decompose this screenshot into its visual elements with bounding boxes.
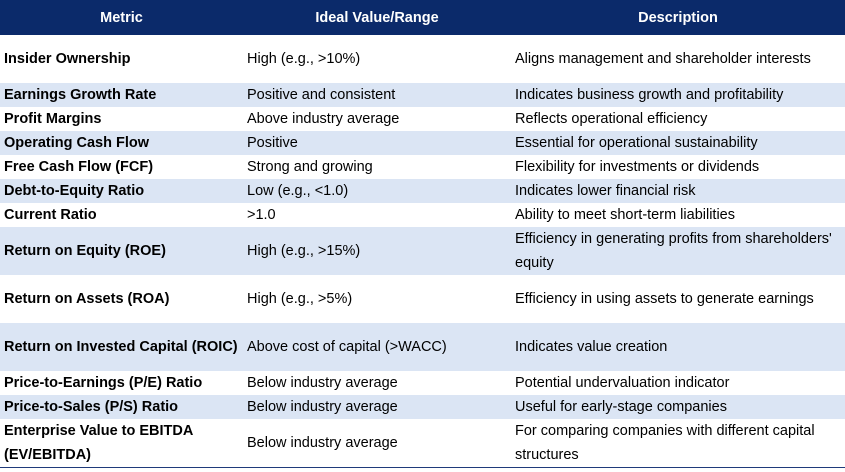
description-cell: Efficiency in generating profits from sh…: [515, 231, 832, 271]
metric-cell: Return on Assets (ROA): [4, 291, 170, 307]
ideal-value-cell: High (e.g., >5%): [247, 291, 353, 307]
ideal-value-cell: High (e.g., >15%): [247, 243, 361, 259]
column-header-ideal-value: Ideal Value/Range: [315, 9, 439, 26]
description-cell: Efficiency in using assets to generate e…: [515, 291, 814, 307]
table-row: Debt-to-Equity Ratio Low (e.g., <1.0) In…: [0, 179, 845, 203]
table-row: Return on Equity (ROE) High (e.g., >15%)…: [0, 227, 845, 275]
table-row: Free Cash Flow (FCF) Strong and growing …: [0, 155, 845, 179]
table-row: Insider Ownership High (e.g., >10%) Alig…: [0, 35, 845, 83]
description-cell: Indicates business growth and profitabil…: [515, 87, 784, 103]
metric-cell: Return on Equity (ROE): [4, 243, 166, 259]
ideal-value-cell: Below industry average: [247, 375, 398, 391]
metric-cell: Price-to-Sales (P/S) Ratio: [4, 399, 179, 415]
description-cell: Useful for early-stage companies: [515, 399, 727, 415]
ideal-value-cell: Low (e.g., <1.0): [247, 183, 349, 199]
table-row: Return on Invested Capital (ROIC) Above …: [0, 323, 845, 371]
ideal-value-cell: Strong and growing: [247, 159, 373, 175]
metric-cell: Debt-to-Equity Ratio: [4, 183, 145, 199]
ideal-value-cell: >1.0: [247, 207, 276, 223]
description-cell: Essential for operational sustainability: [515, 135, 758, 151]
description-cell: Indicates lower financial risk: [515, 183, 696, 199]
column-header-metric: Metric: [100, 9, 143, 26]
ideal-value-cell: High (e.g., >10%): [247, 51, 361, 67]
description-cell: Potential undervaluation indicator: [515, 375, 730, 391]
description-cell: For comparing companies with different c…: [511, 419, 845, 468]
table-row: Price-to-Sales (P/S) Ratio Below industr…: [0, 395, 845, 419]
metric-cell: Current Ratio: [4, 207, 97, 223]
metric-cell: Price-to-Earnings (P/E) Ratio: [4, 375, 203, 391]
description-cell: Flexibility for investments or dividends: [515, 159, 760, 175]
description-cell: Reflects operational efficiency: [515, 111, 708, 127]
table-row: Price-to-Earnings (P/E) Ratio Below indu…: [0, 371, 845, 395]
description-cell: Indicates value creation: [515, 339, 668, 355]
description-cell: Ability to meet short-term liabilities: [515, 207, 735, 223]
ideal-value-cell: Below industry average: [243, 419, 511, 468]
metric-cell: Enterprise Value to EBITDA (EV/EBITDA): [0, 419, 243, 468]
table-row: Earnings Growth Rate Positive and consis…: [0, 83, 845, 107]
table-row: Operating Cash Flow Positive Essential f…: [0, 131, 845, 155]
ideal-value-cell: Below industry average: [247, 399, 398, 415]
metric-cell: Return on Invested Capital (ROIC): [4, 339, 238, 355]
description-cell: Aligns management and shareholder intere…: [515, 51, 811, 67]
table-header-row: Metric Ideal Value/Range Description: [0, 0, 845, 35]
metric-cell: Profit Margins: [4, 111, 102, 127]
ideal-value-cell: Positive and consistent: [247, 87, 396, 103]
table-row: Enterprise Value to EBITDA (EV/EBITDA) B…: [0, 419, 845, 468]
metric-cell: Insider Ownership: [4, 51, 131, 67]
metric-cell: Free Cash Flow (FCF): [4, 159, 154, 175]
table-row: Profit Margins Above industry average Re…: [0, 107, 845, 131]
ideal-value-cell: Positive: [247, 135, 298, 151]
table-row: Return on Assets (ROA) High (e.g., >5%) …: [0, 275, 845, 323]
metric-cell: Operating Cash Flow: [4, 135, 150, 151]
table-row: Current Ratio >1.0 Ability to meet short…: [0, 203, 845, 227]
ideal-value-cell: Above cost of capital (>WACC): [247, 339, 447, 355]
column-header-description: Description: [638, 9, 718, 26]
ideal-value-cell: Above industry average: [247, 111, 400, 127]
metric-cell: Earnings Growth Rate: [4, 87, 157, 103]
